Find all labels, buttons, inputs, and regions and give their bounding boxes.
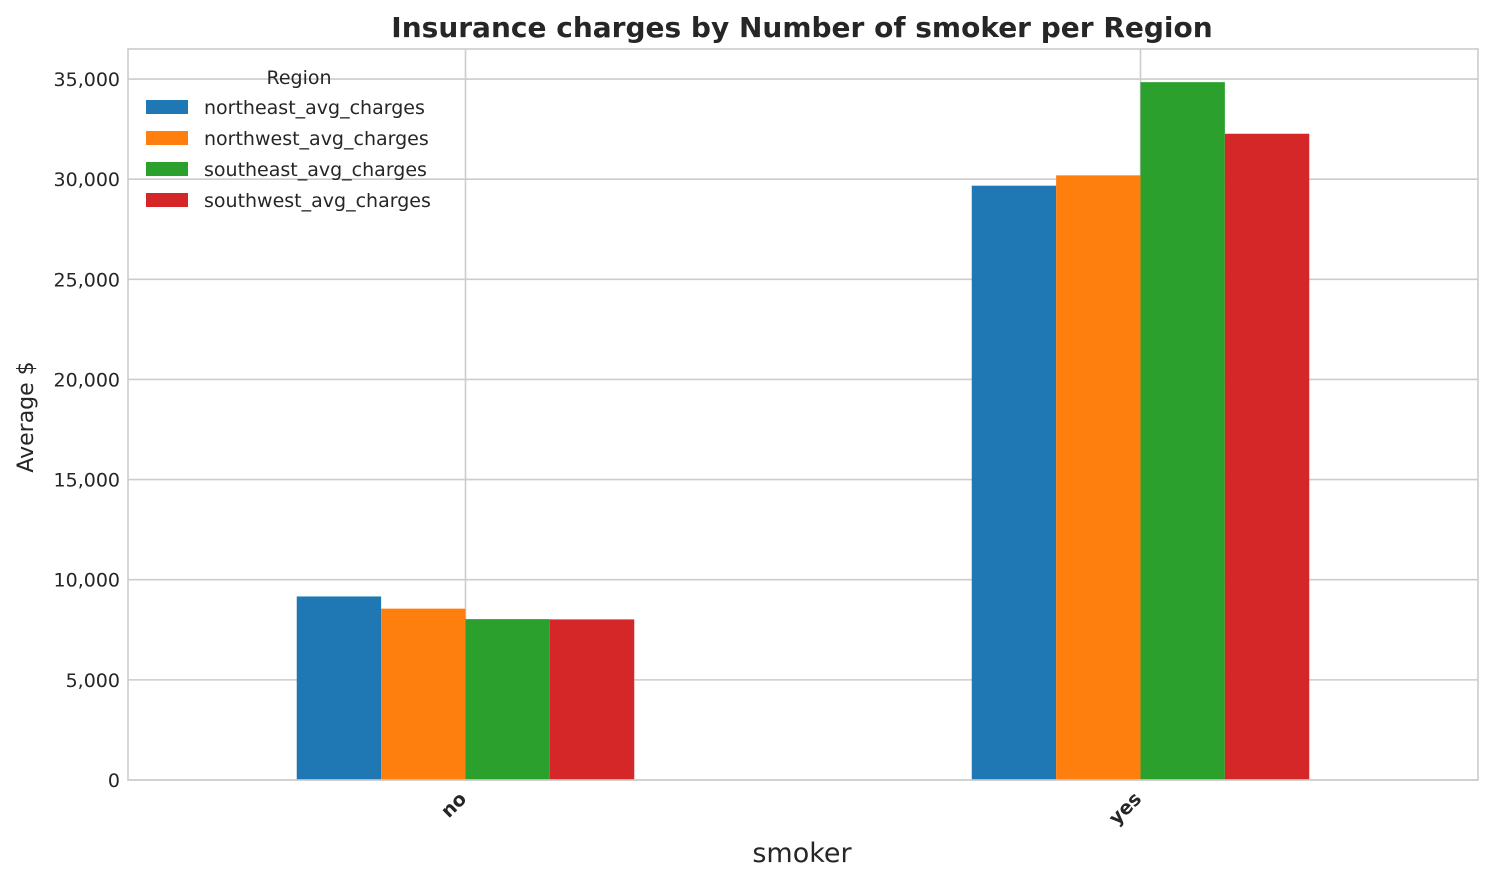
y-tick-label: 15,000 — [54, 470, 120, 492]
plot-frame — [127, 48, 1479, 781]
chart-title: Insurance charges by Number of smoker pe… — [391, 11, 1212, 44]
y-tick-label: 5,000 — [66, 670, 120, 692]
legend-title: Region — [266, 67, 331, 89]
y-axis-label: Average $ — [14, 361, 39, 472]
bar-southwest_avg_charges-no — [549, 619, 635, 780]
bar-northwest_avg_charges-yes — [1056, 175, 1141, 780]
bar-northeast_avg_charges-no — [296, 596, 382, 780]
bar-northwest_avg_charges-no — [381, 608, 466, 780]
legend-label-southwest_avg_charges: southwest_avg_charges — [204, 190, 431, 212]
legend: Region northeast_avg_charges northwest_av… — [146, 67, 431, 212]
legend-swatch-northeast_avg_charges — [146, 100, 188, 114]
bar-southeast_avg_charges-yes — [1140, 82, 1225, 781]
y-tick-label: 30,000 — [54, 169, 120, 191]
bar-southeast_avg_charges-no — [465, 619, 550, 780]
y-tick-label: 10,000 — [54, 570, 120, 592]
x-tick-labels: no yes — [437, 788, 1146, 829]
legend-swatch-southeast_avg_charges — [146, 162, 188, 176]
legend-label-northwest_avg_charges: northwest_avg_charges — [204, 128, 429, 150]
bars — [296, 82, 1310, 781]
y-tick-label: 25,000 — [54, 269, 120, 291]
legend-swatch-northwest_avg_charges — [146, 131, 188, 145]
x-tick-label-no: no — [437, 788, 471, 822]
bar-northeast_avg_charges-yes — [971, 185, 1057, 780]
x-axis-label: smoker — [752, 838, 852, 869]
y-tick-label: 35,000 — [54, 69, 120, 91]
legend-label-southeast_avg_charges: southeast_avg_charges — [204, 159, 427, 181]
y-tick-label: 20,000 — [54, 369, 120, 391]
legend-label-northeast_avg_charges: northeast_avg_charges — [204, 97, 425, 119]
y-tick-labels: 0 5,000 10,000 15,000 20,000 25,000 30,000 35,0… — [54, 69, 120, 792]
x-tick-label-yes: yes — [1105, 788, 1146, 829]
legend-swatch-southwest_avg_charges — [146, 193, 188, 207]
y-tick-label: 0 — [108, 770, 120, 792]
bar-southwest_avg_charges-yes — [1224, 133, 1310, 781]
